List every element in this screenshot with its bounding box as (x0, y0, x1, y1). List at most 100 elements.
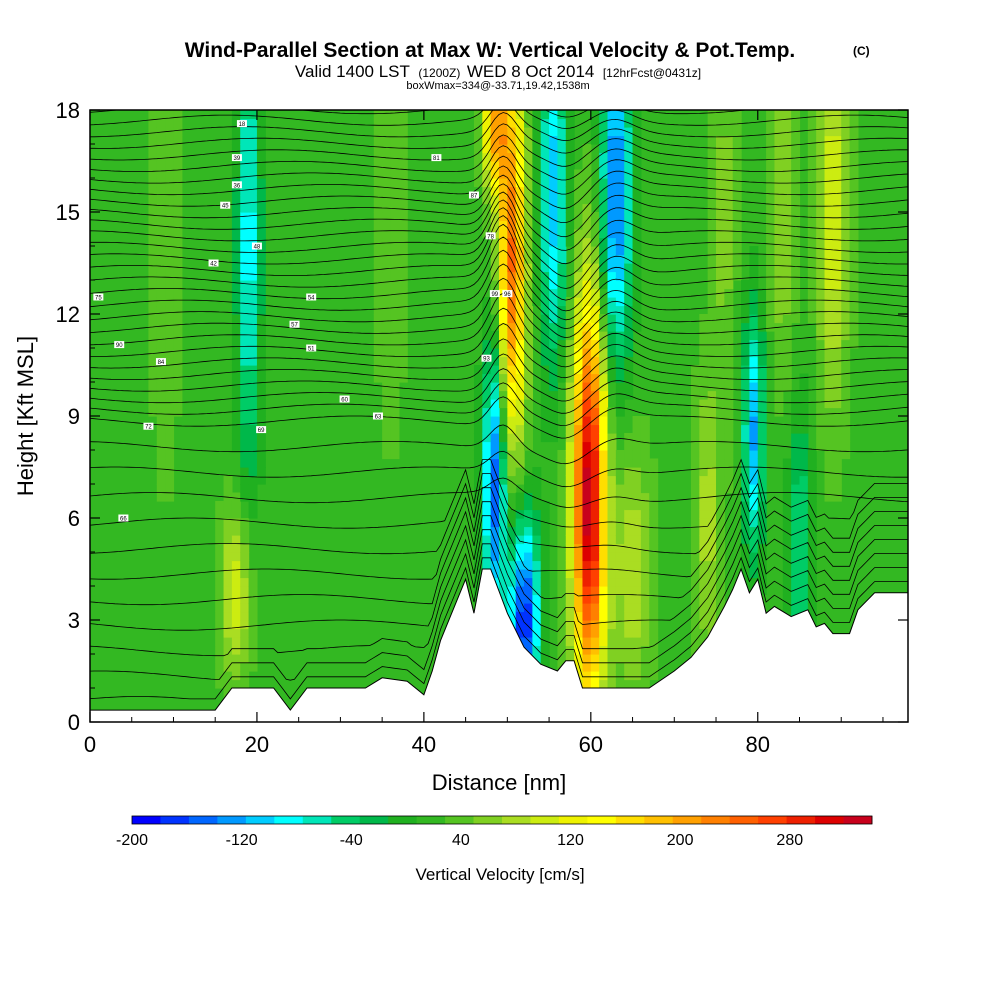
velocity-cell (590, 127, 600, 137)
velocity-cell (707, 348, 717, 358)
isentrope-line (90, 191, 908, 265)
velocity-cell (382, 314, 392, 324)
velocity-cell (632, 195, 642, 205)
velocity-cell (482, 458, 492, 468)
velocity-cell (832, 365, 842, 375)
velocity-cell (849, 288, 859, 298)
velocity-cell (507, 458, 517, 468)
velocity-cell (390, 144, 400, 154)
velocity-cell (557, 611, 567, 621)
velocity-cell (640, 586, 650, 596)
velocity-cell (824, 433, 834, 443)
colorbar-swatch (245, 816, 275, 824)
velocity-cell (599, 645, 609, 655)
velocity-cell (507, 560, 517, 570)
velocity-cell (490, 373, 500, 383)
velocity-cell (499, 552, 508, 562)
velocity-cell (373, 348, 383, 358)
velocity-cell (690, 518, 700, 528)
velocity-cell (256, 339, 266, 349)
velocity-cell (757, 416, 767, 426)
velocity-cell (507, 280, 517, 290)
velocity-cell (707, 144, 717, 154)
velocity-cell (707, 416, 717, 426)
velocity-cell (824, 144, 834, 154)
velocity-cell (716, 382, 725, 392)
velocity-cell (515, 178, 525, 188)
velocity-cell (741, 450, 751, 460)
velocity-cell (156, 237, 166, 247)
velocity-cell (607, 348, 617, 358)
velocity-cell (799, 569, 809, 579)
velocity-cell (540, 203, 550, 213)
velocity-cell (632, 628, 642, 638)
velocity-cell (749, 390, 759, 400)
velocity-cell (148, 399, 158, 409)
velocity-cell (524, 135, 533, 145)
velocity-cell (532, 586, 542, 596)
velocity-cell (515, 467, 525, 477)
velocity-cell (632, 552, 642, 562)
velocity-cell (707, 135, 717, 145)
velocity-cell (240, 186, 250, 196)
velocity-cell (724, 212, 734, 222)
velocity-cell (841, 356, 851, 366)
velocity-cell (148, 263, 158, 273)
velocity-cell (607, 127, 617, 137)
velocity-cell (532, 628, 542, 638)
velocity-cell (557, 552, 567, 562)
velocity-cell (590, 509, 600, 519)
velocity-cell (156, 458, 166, 468)
velocity-cell (574, 280, 584, 290)
velocity-cell (373, 127, 383, 137)
velocity-cell (699, 339, 709, 349)
velocity-cell (599, 144, 609, 154)
velocity-cell (832, 118, 842, 128)
velocity-cell (532, 280, 542, 290)
velocity-cell (507, 475, 517, 485)
velocity-cell (256, 450, 266, 460)
velocity-cell (774, 229, 784, 239)
velocity-cell (373, 314, 383, 324)
velocity-cell (231, 637, 241, 647)
velocity-cell (732, 161, 742, 171)
velocity-cell (599, 492, 609, 502)
velocity-cell (231, 509, 241, 519)
velocity-cell (799, 577, 809, 587)
velocity-cell (549, 127, 559, 137)
velocity-cell (482, 348, 492, 358)
velocity-cell (482, 441, 492, 451)
contour-label: 48 (251, 242, 262, 251)
velocity-cell (749, 399, 759, 409)
velocity-cell (824, 161, 834, 171)
velocity-cell (816, 237, 826, 247)
velocity-cell (582, 365, 592, 375)
velocity-cell (799, 484, 809, 494)
velocity-cell (832, 305, 842, 315)
velocity-cell (649, 628, 659, 638)
contour-label: 45 (220, 201, 231, 210)
velocity-cell (766, 203, 776, 213)
velocity-cell (240, 280, 250, 290)
velocity-cell (791, 161, 801, 171)
velocity-cell (532, 135, 542, 145)
velocity-cell (532, 560, 542, 570)
velocity-cell (816, 433, 826, 443)
velocity-cell (624, 654, 634, 664)
velocity-cell (373, 246, 383, 256)
velocity-cell (782, 118, 792, 128)
velocity-cell (791, 203, 801, 213)
velocity-cell (716, 484, 725, 494)
velocity-cell (565, 203, 575, 213)
velocity-cell (557, 594, 567, 604)
velocity-cell (398, 331, 408, 341)
velocity-cell (148, 297, 158, 307)
velocity-cell (749, 526, 759, 536)
velocity-cell (240, 152, 250, 162)
velocity-cell (165, 441, 175, 451)
velocity-cell (590, 492, 600, 502)
colorbar-swatch (815, 816, 844, 824)
velocity-cell (524, 237, 533, 247)
velocity-cell (565, 543, 575, 553)
velocity-cell (632, 118, 642, 128)
